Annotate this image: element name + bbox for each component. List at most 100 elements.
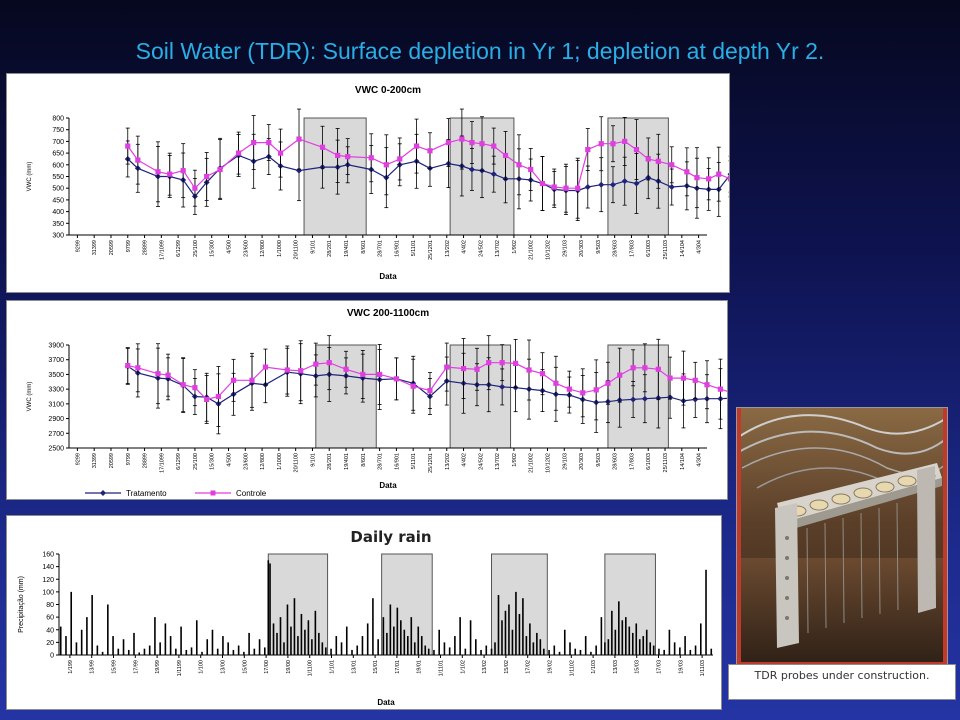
point-controle xyxy=(284,367,290,373)
point-tratamento xyxy=(621,178,628,185)
rain-bar xyxy=(286,604,289,655)
x-tick-label: 9299 xyxy=(75,453,81,465)
rain-bar xyxy=(611,610,613,655)
y-tick-label: 3300 xyxy=(48,387,64,394)
x-tick-label: 17/00 xyxy=(264,660,270,674)
rain-bar xyxy=(525,636,528,655)
x-tick-label: 20599 xyxy=(109,240,115,255)
rain-bar xyxy=(504,610,507,655)
rain-bar xyxy=(263,647,266,655)
chart-title: VWC 0-200cm xyxy=(355,85,421,96)
point-tratamento xyxy=(584,184,591,191)
rain-bar xyxy=(164,623,167,655)
x-tick-label: 4/402 xyxy=(462,240,468,254)
rain-bar xyxy=(293,598,296,655)
point-controle xyxy=(445,139,452,146)
point-controle xyxy=(125,363,131,369)
x-tick-label: 1/1000 xyxy=(277,240,283,257)
point-controle xyxy=(704,382,710,388)
point-controle xyxy=(444,364,450,370)
point-controle xyxy=(135,365,141,371)
rain-bar xyxy=(480,649,482,655)
point-controle xyxy=(605,380,611,386)
y-tick-label: 350 xyxy=(52,221,64,228)
point-controle xyxy=(383,162,389,168)
y-tick-label: 20 xyxy=(46,640,54,647)
y-tick-label: 3500 xyxy=(48,372,64,379)
dry-season-shade xyxy=(381,553,433,656)
rain-bar xyxy=(475,639,477,655)
y-axis-label: Precipitação (mm) xyxy=(18,576,25,633)
x-tick-label: 29/103 xyxy=(562,240,568,257)
x-tick-label: 31399 xyxy=(92,453,98,468)
rain-bar xyxy=(248,632,250,655)
x-tick-label: 15/02 xyxy=(504,660,510,674)
chart-title: VWC 200-1100cm xyxy=(347,308,429,319)
rain-bar xyxy=(396,607,399,655)
rain-bar xyxy=(340,642,343,655)
x-tick-label: 25/100 xyxy=(193,240,199,257)
dry-season-shade xyxy=(607,117,669,236)
point-controle xyxy=(563,185,569,191)
y-tick-label: 500 xyxy=(52,186,64,193)
y-tick-label: 600 xyxy=(52,162,64,169)
point-controle xyxy=(491,143,497,149)
rain-bar xyxy=(543,648,545,655)
point-controle xyxy=(377,371,383,378)
x-tick-label: 9799 xyxy=(126,453,132,465)
x-tick-label: 4/500 xyxy=(227,453,233,467)
rain-bar xyxy=(335,636,338,655)
point-controle xyxy=(180,382,186,388)
x-tick-label: 9299 xyxy=(75,240,81,252)
x-tick-label: 25/1103 xyxy=(663,240,669,259)
rain-bar xyxy=(699,623,702,655)
x-tick-label: 17/03 xyxy=(657,660,663,674)
point-controle xyxy=(192,385,198,391)
rain-bar xyxy=(563,629,566,655)
rain-bar xyxy=(272,623,275,655)
y-tick-label: 400 xyxy=(52,209,64,216)
rain-bar xyxy=(438,629,440,655)
x-tick-label: 6/1003 xyxy=(646,240,652,257)
x-tick-label: 10/1202 xyxy=(546,453,552,473)
point-controle xyxy=(684,169,690,175)
point-controle xyxy=(204,396,210,403)
y-tick-label: 140 xyxy=(42,564,54,571)
vwc-200-1100-chart: VWC 200-1100cm 2500 2700 2900 3100 3300 3500 37… xyxy=(27,308,727,498)
y-tick-label: 750 xyxy=(52,127,64,134)
rain-bar xyxy=(652,645,655,655)
point-controle xyxy=(459,136,465,142)
x-tick-label: 4/500 xyxy=(227,240,233,254)
rain-bar xyxy=(65,636,67,655)
point-controle xyxy=(655,158,661,164)
rain-bar xyxy=(417,626,420,655)
point-controle xyxy=(642,365,648,371)
x-tick-label: 28/603 xyxy=(613,453,619,470)
rain-bar xyxy=(625,617,627,655)
rain-bar xyxy=(600,617,603,655)
rain-bar xyxy=(222,636,224,655)
rain-bar xyxy=(211,629,214,655)
y-tick-label: 120 xyxy=(42,577,54,584)
rain-bar xyxy=(138,652,141,655)
point-tratamento xyxy=(468,166,475,173)
rain-bar xyxy=(237,645,240,655)
rain-bar xyxy=(227,642,229,655)
x-tick-label: 19/00 xyxy=(286,660,292,674)
rain-bar xyxy=(86,617,88,655)
y-axis-label: VWC (mm) xyxy=(27,162,33,192)
point-controle xyxy=(513,360,519,366)
rain-bar xyxy=(143,648,146,655)
rain-bar xyxy=(490,648,493,655)
vwc-200-1100-chart-panel: VWC 200-1100cm 2500 2700 2900 3100 3300 3500 37… xyxy=(6,300,728,500)
point-controle xyxy=(155,169,161,175)
x-tick-label: 1/101 xyxy=(330,660,336,674)
x-tick-label: 10/1202 xyxy=(546,240,552,260)
rain-bar xyxy=(448,647,451,655)
chart-title: Daily rain xyxy=(350,528,431,546)
x-axis-label: Data xyxy=(379,272,397,281)
point-controle xyxy=(566,386,572,392)
rain-bar xyxy=(631,632,634,655)
rain-bar xyxy=(311,639,313,655)
x-tick-label: 24/502 xyxy=(478,453,484,470)
